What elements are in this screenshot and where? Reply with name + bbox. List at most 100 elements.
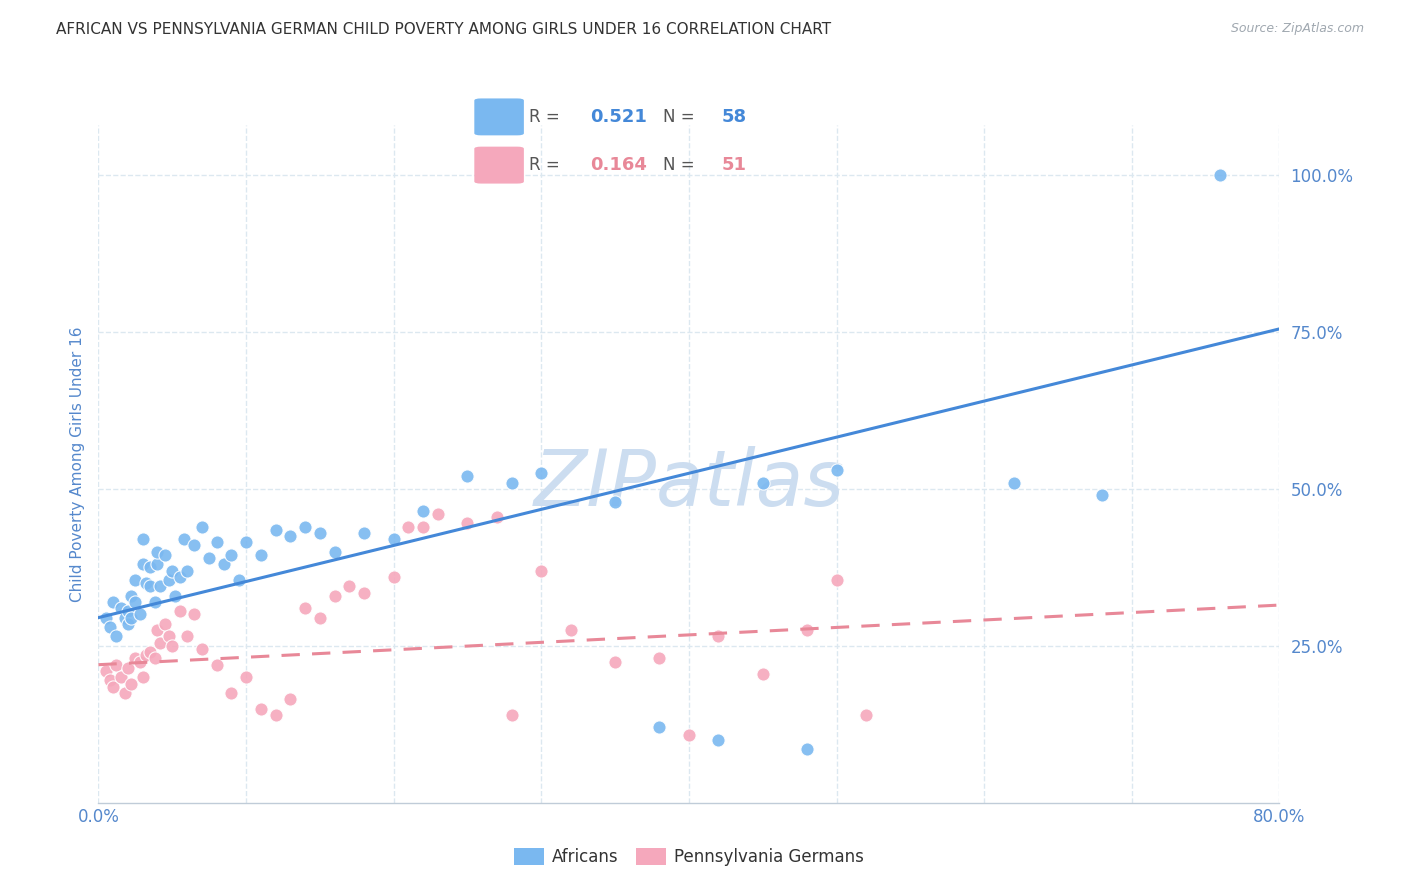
Point xyxy=(486,510,509,524)
Point xyxy=(751,475,773,490)
Point xyxy=(382,532,405,546)
Point xyxy=(309,610,332,624)
Point xyxy=(219,548,242,562)
Point xyxy=(157,573,180,587)
Point xyxy=(1002,475,1025,490)
Point xyxy=(456,516,478,531)
Point xyxy=(278,692,302,706)
Text: 51: 51 xyxy=(723,156,747,174)
Point xyxy=(250,701,273,715)
Point xyxy=(124,651,146,665)
Point xyxy=(149,579,172,593)
Point xyxy=(294,601,316,615)
Point xyxy=(278,529,302,543)
Point xyxy=(825,463,848,477)
Point xyxy=(114,686,136,700)
Point xyxy=(205,657,228,672)
Point xyxy=(135,648,157,663)
Point xyxy=(309,525,332,540)
Point xyxy=(143,595,166,609)
Point xyxy=(294,519,316,533)
Point xyxy=(173,532,195,546)
Point xyxy=(191,642,214,657)
Point xyxy=(120,610,142,624)
Point xyxy=(198,551,221,566)
Point xyxy=(323,589,346,603)
Point xyxy=(114,610,136,624)
Point xyxy=(191,519,214,533)
Point xyxy=(205,535,228,549)
Point xyxy=(120,589,142,603)
Point xyxy=(396,519,419,533)
Point xyxy=(530,564,553,578)
Point xyxy=(678,728,700,742)
Point xyxy=(153,548,176,562)
Point xyxy=(132,532,155,546)
Point xyxy=(250,548,273,562)
Point xyxy=(110,601,132,615)
Point xyxy=(165,589,187,603)
Point xyxy=(105,657,128,672)
Point xyxy=(751,667,773,681)
Text: 0.521: 0.521 xyxy=(591,108,647,126)
Point xyxy=(648,721,671,735)
Point xyxy=(323,545,346,559)
Point xyxy=(264,707,287,722)
Point xyxy=(605,655,627,669)
Point xyxy=(124,573,146,587)
FancyBboxPatch shape xyxy=(474,146,524,184)
Point xyxy=(353,585,375,599)
Point xyxy=(228,573,250,587)
Point xyxy=(105,630,128,644)
Point xyxy=(219,686,242,700)
Point xyxy=(560,623,582,637)
Text: 0.164: 0.164 xyxy=(591,156,647,174)
Point xyxy=(143,651,166,665)
Point xyxy=(103,680,125,694)
Point xyxy=(605,494,627,508)
Point xyxy=(176,630,198,644)
Point xyxy=(825,573,848,587)
Point xyxy=(353,525,375,540)
Point xyxy=(235,670,257,684)
Point xyxy=(103,595,125,609)
Point xyxy=(146,558,169,572)
Point xyxy=(124,595,146,609)
Point xyxy=(128,655,150,669)
Point xyxy=(94,610,117,624)
Point xyxy=(110,670,132,684)
Point xyxy=(501,475,523,490)
Text: R =: R = xyxy=(529,108,560,126)
Point xyxy=(235,535,257,549)
Point xyxy=(120,676,142,690)
Text: AFRICAN VS PENNSYLVANIA GERMAN CHILD POVERTY AMONG GIRLS UNDER 16 CORRELATION CH: AFRICAN VS PENNSYLVANIA GERMAN CHILD POV… xyxy=(56,22,831,37)
Point xyxy=(132,558,155,572)
Point xyxy=(796,623,818,637)
Point xyxy=(94,664,117,678)
Point xyxy=(707,733,730,747)
Point xyxy=(707,630,730,644)
Text: ZIPatlas: ZIPatlas xyxy=(533,446,845,522)
Point xyxy=(169,570,191,584)
Text: R =: R = xyxy=(529,156,560,174)
Point xyxy=(117,616,139,631)
Point xyxy=(162,564,183,578)
Point xyxy=(530,467,553,481)
Point xyxy=(169,604,191,618)
Point xyxy=(183,538,205,552)
Point xyxy=(98,620,121,634)
Point xyxy=(1091,488,1114,502)
Point xyxy=(139,560,162,574)
Text: Source: ZipAtlas.com: Source: ZipAtlas.com xyxy=(1230,22,1364,36)
Point xyxy=(139,645,162,659)
Point xyxy=(176,564,198,578)
Point xyxy=(264,523,287,537)
Text: N =: N = xyxy=(662,108,695,126)
Point xyxy=(135,576,157,591)
Point xyxy=(139,579,162,593)
Point xyxy=(339,579,360,593)
Point xyxy=(98,673,121,688)
Point xyxy=(456,469,478,483)
Point xyxy=(648,651,671,665)
Point xyxy=(212,558,235,572)
